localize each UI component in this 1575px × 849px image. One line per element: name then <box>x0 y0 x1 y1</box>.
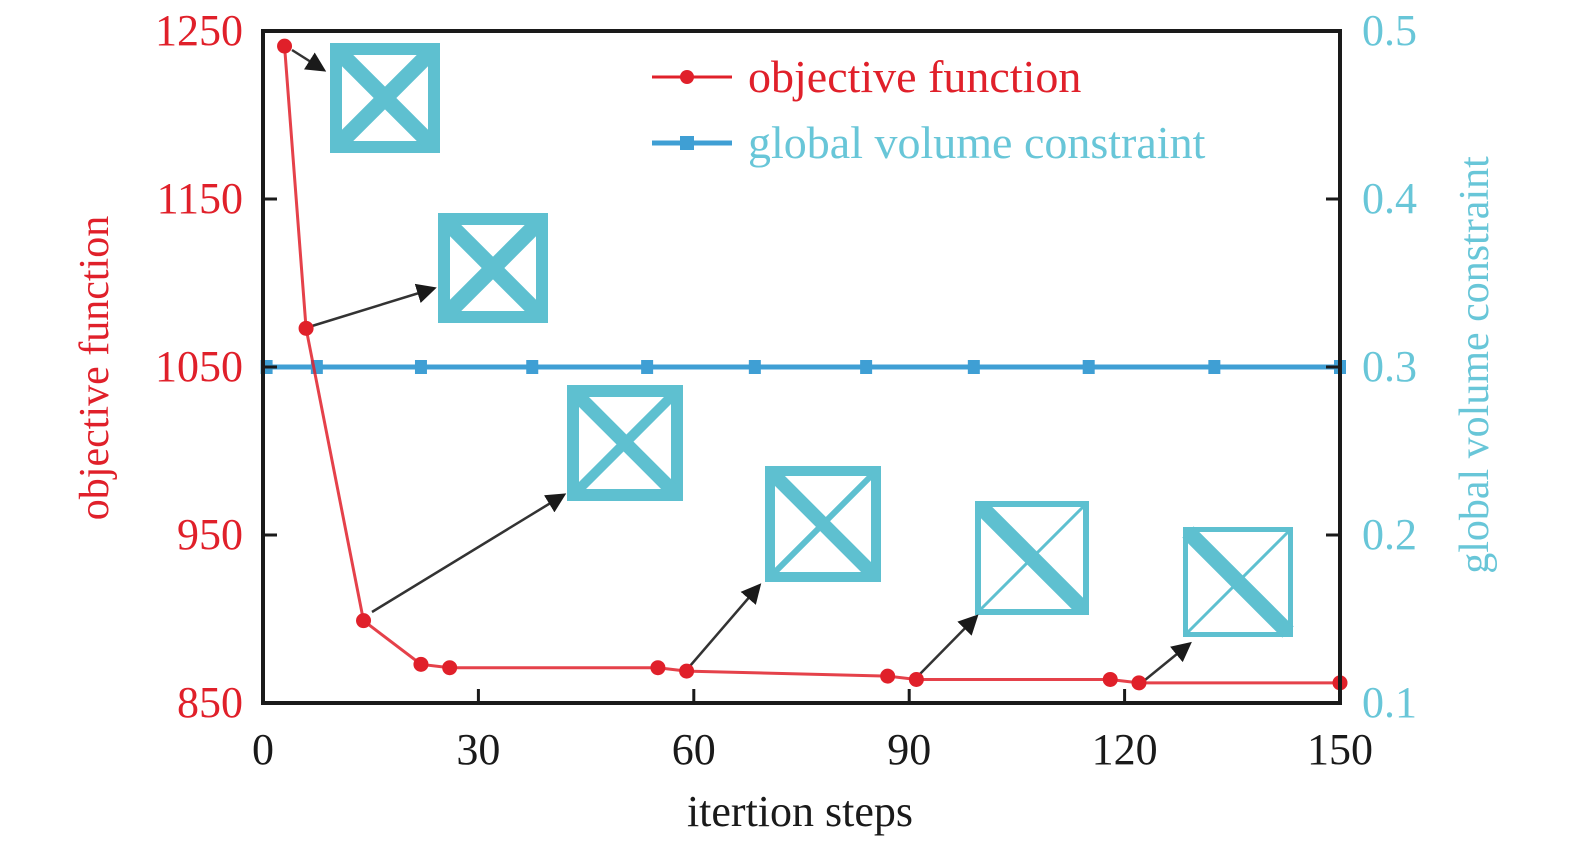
y-right-tick-label: 0.4 <box>1362 174 1417 223</box>
x-tick-label: 0 <box>252 725 274 774</box>
annotation-arrow <box>917 614 979 677</box>
x-axis-tick-labels: 0 30 60 90 120 150 <box>252 725 1373 774</box>
circle-marker <box>650 660 666 676</box>
topology-inset-icon <box>438 213 548 323</box>
legend-item-objective: objective function <box>652 51 1081 102</box>
square-marker <box>414 360 427 374</box>
topology-inset-icon <box>330 43 440 153</box>
square-marker <box>1208 360 1221 374</box>
legend-label-objective: objective function <box>748 51 1081 102</box>
annotation-arrows <box>291 48 1192 681</box>
x-axis-title: itertion steps <box>687 787 913 836</box>
y-left-tick-label: 1150 <box>157 174 243 223</box>
x-tick-label: 60 <box>672 725 716 774</box>
square-marker <box>1082 360 1095 374</box>
axis-ticks <box>263 197 1340 703</box>
circle-marker <box>356 613 372 629</box>
y-right-tick-label: 0.2 <box>1362 510 1417 559</box>
y-axis-left-tick-labels: 850 950 1050 1150 1250 <box>155 6 243 727</box>
circle-marker <box>1102 671 1118 687</box>
y-left-tick-label: 1250 <box>155 6 243 55</box>
annotation-arrow <box>291 48 327 72</box>
circle-marker-icon <box>680 70 694 84</box>
x-tick-label: 120 <box>1092 725 1158 774</box>
topology-inset-icon <box>1182 526 1294 638</box>
annotation-arrow <box>689 583 762 667</box>
annotation-arrow <box>311 283 437 328</box>
circle-marker <box>880 668 896 684</box>
annotation-arrow <box>371 493 567 614</box>
square-marker <box>967 360 980 374</box>
y-axis-right-tick-labels: 0.1 0.2 0.3 0.4 0.5 <box>1362 6 1417 727</box>
series-objective-function <box>277 38 1348 691</box>
square-marker <box>641 360 654 374</box>
legend-item-volume: global volume constraint <box>652 117 1206 168</box>
topology-insets <box>330 43 1294 638</box>
annotation-arrow <box>1144 641 1192 681</box>
y-right-tick-label: 0.5 <box>1362 6 1417 55</box>
y-axis-right-title: global volume constraint <box>1452 156 1498 574</box>
x-tick-label: 30 <box>456 725 500 774</box>
square-marker-icon <box>680 136 694 150</box>
topology-inset-icon <box>765 466 881 582</box>
y-right-tick-label: 0.1 <box>1362 678 1417 727</box>
topology-inset-icon <box>975 501 1089 615</box>
circle-marker <box>277 38 293 54</box>
circle-marker <box>413 656 429 672</box>
legend-label-volume: global volume constraint <box>748 117 1206 168</box>
y-right-tick-label: 0.3 <box>1362 342 1417 391</box>
square-marker <box>526 360 539 374</box>
circle-marker <box>298 320 314 336</box>
series-global-volume-constraint <box>260 360 1346 374</box>
square-marker <box>748 360 761 374</box>
y-left-tick-label: 950 <box>177 510 243 559</box>
square-marker <box>860 360 873 374</box>
circle-marker <box>679 663 695 679</box>
legend: objective function global volume constra… <box>652 51 1206 168</box>
circle-marker <box>442 660 458 676</box>
circle-marker <box>908 671 924 687</box>
x-tick-label: 150 <box>1307 725 1373 774</box>
circle-marker <box>1131 675 1147 691</box>
x-tick-label: 90 <box>887 725 931 774</box>
y-left-tick-label: 1050 <box>155 342 243 391</box>
y-axis-left-title: objective function <box>72 216 118 520</box>
topology-inset-icon <box>567 385 683 501</box>
y-left-tick-label: 850 <box>177 678 243 727</box>
